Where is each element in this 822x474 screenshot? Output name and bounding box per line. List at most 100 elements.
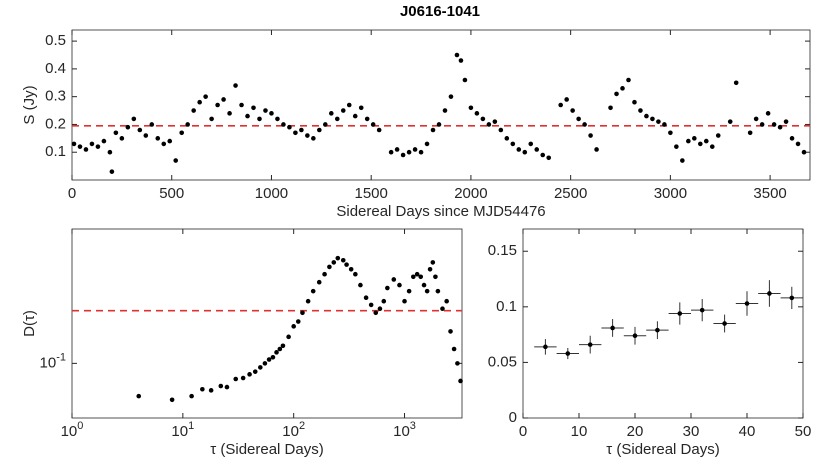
data-point xyxy=(540,152,546,158)
data-point xyxy=(709,144,715,149)
data-point xyxy=(674,144,679,149)
data-point xyxy=(677,311,683,316)
data-point xyxy=(191,108,196,113)
data-point xyxy=(402,298,407,304)
data-point xyxy=(458,58,464,63)
data-point xyxy=(316,279,322,285)
data-point xyxy=(510,141,516,147)
data-point xyxy=(209,116,214,122)
data-point xyxy=(269,111,274,116)
data-point xyxy=(576,116,581,122)
data-point xyxy=(335,255,341,261)
x-tick-label: 1500 xyxy=(355,185,388,202)
data-point xyxy=(233,376,239,382)
data-point xyxy=(516,147,522,152)
data-point xyxy=(421,282,427,288)
data-point xyxy=(498,127,504,133)
data-point xyxy=(480,116,486,122)
data-point xyxy=(101,138,107,144)
x-tick-label: 30 xyxy=(683,423,700,440)
data-point xyxy=(414,271,420,277)
data-point xyxy=(703,138,709,144)
data-point xyxy=(323,122,328,127)
data-point xyxy=(587,342,593,347)
data-point xyxy=(247,372,252,377)
data-point xyxy=(300,310,305,316)
data-point xyxy=(771,122,777,127)
data-point xyxy=(594,147,599,152)
data-point xyxy=(632,99,637,105)
x-axis-label: Sidereal Days since MJD54476 xyxy=(336,203,545,220)
data-point xyxy=(131,116,137,122)
data-point xyxy=(451,346,457,352)
x-tick-label: 20 xyxy=(627,423,644,440)
data-point xyxy=(208,388,214,393)
x-tick-label: 40 xyxy=(739,423,756,440)
data-point xyxy=(486,122,492,127)
y-tick-label: 0.2 xyxy=(45,115,66,132)
data-point xyxy=(240,375,246,381)
data-point xyxy=(582,122,587,127)
data-point xyxy=(227,111,232,116)
data-point xyxy=(353,271,358,277)
data-point xyxy=(424,288,430,294)
data-point xyxy=(668,130,673,136)
y-axis-label: D(τ) xyxy=(21,310,38,337)
data-point xyxy=(95,144,101,149)
data-point xyxy=(311,136,316,141)
data-point xyxy=(504,136,510,141)
data-point xyxy=(363,295,369,301)
data-point xyxy=(286,334,291,340)
data-point xyxy=(83,147,89,152)
data-point xyxy=(406,149,412,155)
data-point xyxy=(474,111,480,116)
data-point xyxy=(327,264,332,270)
data-point xyxy=(215,102,220,108)
data-point xyxy=(394,147,400,152)
data-point xyxy=(197,99,202,105)
x-axis-label: τ (Sidereal Days) xyxy=(210,441,323,458)
plot-area xyxy=(522,228,804,419)
x-tick-label: 500 xyxy=(159,185,184,202)
data-point xyxy=(161,141,167,147)
data-point xyxy=(385,285,390,291)
y-tick-label: 0.4 xyxy=(45,60,66,77)
data-point xyxy=(334,116,340,122)
x-tick-label: 0 xyxy=(68,185,76,202)
data-point xyxy=(765,111,771,116)
data-point xyxy=(189,393,194,399)
data-point xyxy=(528,141,534,147)
y-tick-label: 0.3 xyxy=(45,88,66,105)
data-point xyxy=(454,52,460,58)
data-point xyxy=(358,282,363,288)
data-point xyxy=(368,302,374,308)
data-point xyxy=(221,97,226,102)
data-point xyxy=(565,351,571,356)
data-point xyxy=(626,77,631,83)
data-point xyxy=(767,291,772,296)
data-point xyxy=(455,361,460,366)
data-point xyxy=(406,288,412,294)
data-point xyxy=(397,282,402,288)
data-point xyxy=(358,105,364,111)
data-point xyxy=(468,105,474,111)
data-point xyxy=(442,108,448,113)
data-point xyxy=(136,393,142,399)
data-point xyxy=(239,102,244,108)
x-tick-label: 1000 xyxy=(255,185,288,202)
data-point xyxy=(262,361,268,366)
plot-area xyxy=(71,29,811,181)
data-point xyxy=(697,141,703,147)
data-point xyxy=(173,158,179,163)
data-point xyxy=(270,355,276,360)
data-point xyxy=(169,397,175,403)
data-point xyxy=(143,133,149,138)
data-point xyxy=(340,108,346,113)
data-point xyxy=(203,94,208,99)
data-point xyxy=(686,138,691,144)
data-point xyxy=(109,169,115,174)
data-point xyxy=(448,329,453,334)
data-point xyxy=(440,306,445,312)
x-tick-label: 102 xyxy=(282,420,305,440)
